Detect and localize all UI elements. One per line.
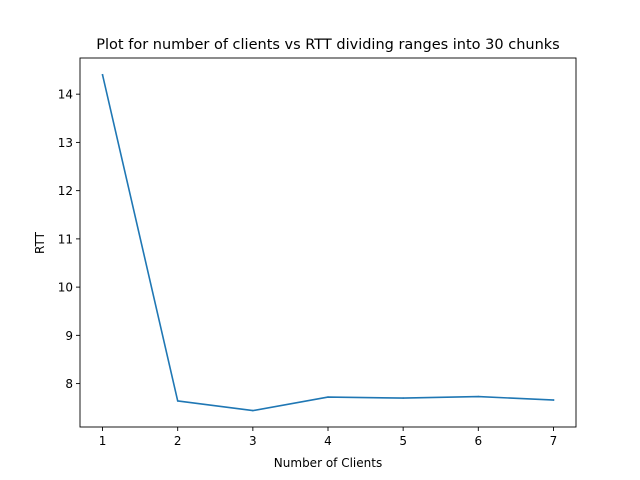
x-tick-label: 5 — [399, 434, 407, 448]
data-point — [252, 409, 254, 412]
axes-frame — [79, 57, 577, 428]
x-tick-label: 2 — [174, 434, 182, 448]
data-point — [101, 74, 104, 76]
y-tick-label: 9 — [65, 329, 73, 343]
y-tick-label: 11 — [58, 232, 73, 246]
x-tick-label: 1 — [99, 434, 107, 448]
chart-title: Plot for number of clients vs RTT dividi… — [96, 37, 559, 53]
y-tick-label: 10 — [58, 281, 73, 295]
data-point — [327, 396, 329, 398]
data-point — [552, 399, 555, 401]
y-tick-label: 12 — [58, 184, 73, 198]
y-tick-label: 8 — [65, 377, 73, 391]
y-axis: 8 9 10 11 12 13 14 — [58, 88, 80, 391]
data-point — [176, 400, 179, 402]
series-layer — [101, 73, 555, 412]
data-point — [402, 397, 404, 399]
x-axis-label: Number of Clients — [274, 456, 382, 470]
y-tick-label: 14 — [58, 88, 73, 102]
x-tick-label: 6 — [474, 434, 482, 448]
data-point — [477, 395, 480, 398]
x-tick-label: 7 — [550, 434, 558, 448]
x-tick-label: 4 — [324, 434, 332, 448]
x-axis: 1 2 3 4 5 6 7 — [99, 427, 558, 448]
y-axis-label: RTT — [33, 231, 47, 254]
x-tick-label: 3 — [249, 434, 257, 448]
y-tick-label: 13 — [58, 136, 73, 150]
series-line — [101, 73, 555, 412]
